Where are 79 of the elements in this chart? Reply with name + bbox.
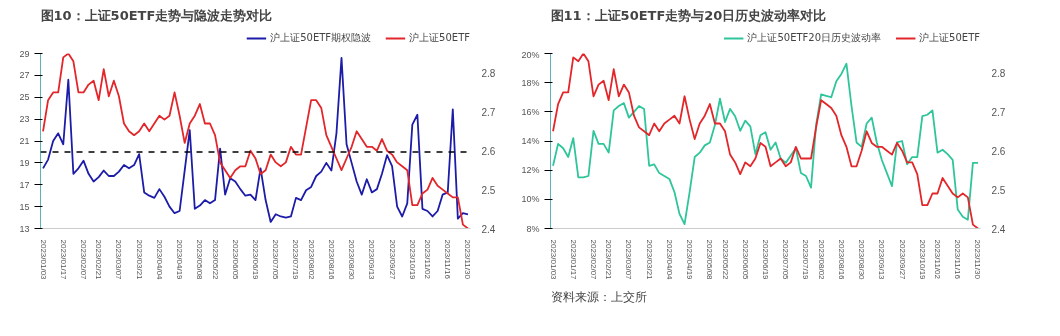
y2-tick-label: 2.6 — [991, 145, 1006, 157]
x-tick-label: 2023/03/07 — [114, 239, 124, 281]
x-tick-label: 2023/07/05 — [781, 239, 791, 281]
x-tick-label: 2023/01/03 — [548, 239, 558, 281]
text: 资料来源：上交所 — [550, 289, 647, 304]
chart-title: 图10：上证50ETF走势与隐波走势对比 — [40, 7, 273, 23]
x-tick-label: 2023/09/13 — [367, 239, 377, 281]
y-tick-label: 15 — [19, 201, 30, 212]
x-tick-label: 2023/03/21 — [134, 239, 144, 281]
x-tick-label: 2023/10/19 — [917, 239, 927, 281]
x-tick-label: 2023/02/21 — [604, 239, 614, 281]
y2-tick-label: 2.4 — [481, 223, 496, 235]
x-tick-label: 2023/09/27 — [897, 239, 907, 281]
x-tick-label: 2023/08/16 — [836, 239, 846, 281]
x-tick-label: 2023/04/19 — [175, 239, 185, 281]
x-tick-label: 2023/01/17 — [58, 239, 68, 281]
x-tick-label: 2023/07/19 — [291, 239, 301, 281]
x-tick-label: 2023/07/19 — [801, 239, 811, 281]
x-tick-label: 2023/11/30 — [973, 239, 983, 280]
y-tick-label: 16% — [521, 106, 540, 117]
y-tick-label: 27 — [19, 70, 30, 81]
x-tick-label: 2023/08/16 — [326, 239, 336, 281]
x-tick-label: 2023/08/02 — [306, 239, 316, 281]
x-tick-label: 2023/07/05 — [271, 239, 281, 281]
y-tick-label: 10% — [521, 194, 540, 205]
y-tick-label: 18% — [521, 77, 540, 88]
x-tick-label: 2023/04/04 — [664, 239, 674, 281]
y-tick-label: 13 — [19, 223, 30, 234]
x-tick-label: 2023/08/02 — [816, 239, 826, 281]
y-tick-label: 25 — [19, 92, 30, 103]
x-tick-label: 2023/11/30 — [463, 239, 473, 280]
x-tick-label: 2023/09/13 — [877, 239, 887, 281]
x-tick-label: 2023/02/07 — [79, 239, 88, 281]
x-tick-label: 2023/05/08 — [195, 239, 205, 281]
y2-tick-label: 2.5 — [991, 184, 1006, 196]
legend-label: 沪上证50ETF20日历史波动率 — [747, 31, 882, 45]
x-tick-label: 2023/01/17 — [568, 239, 578, 281]
x-tick-label: 2023/08/30 — [347, 239, 357, 281]
x-tick-label: 2023/11/02 — [423, 239, 432, 280]
x-tick-label: 2023/04/19 — [685, 239, 695, 281]
y-tick-label: 12% — [521, 165, 540, 176]
x-tick-label: 2023/02/21 — [94, 239, 104, 281]
x-tick-label: 2023/03/07 — [624, 239, 634, 281]
y-tick-label: 21 — [19, 136, 30, 146]
x-tick-label: 2023/03/21 — [644, 239, 654, 281]
y2-tick-label: 2.6 — [481, 145, 496, 157]
x-tick-label: 2023/08/30 — [857, 239, 867, 281]
y-tick-label: 14% — [521, 136, 540, 146]
y-tick-label: 19 — [19, 157, 30, 168]
y-tick-label: 23 — [19, 114, 30, 125]
x-tick-label: 2023/05/22 — [720, 239, 730, 281]
y-tick-label: 20% — [521, 49, 540, 60]
x-tick-label: 2023/02/07 — [589, 239, 598, 281]
x-tick-label: 2023/11/16 — [953, 239, 963, 280]
legend-label: 沪上证50ETF期权隐波 — [270, 31, 372, 45]
y2-tick-label: 2.5 — [481, 184, 496, 196]
x-tick-label: 2023/06/19 — [761, 239, 770, 281]
x-tick-label: 2023/06/05 — [740, 239, 750, 281]
y2-tick-label: 2.8 — [991, 67, 1006, 79]
x-tick-label: 2023/01/03 — [38, 239, 48, 281]
y2-tick-label: 2.7 — [991, 106, 1006, 118]
x-tick-label: 2023/06/19 — [251, 239, 260, 281]
x-tick-label: 2023/06/05 — [230, 239, 240, 281]
y2-tick-label: 2.4 — [991, 223, 1006, 235]
y2-tick-label: 2.8 — [481, 67, 496, 79]
y2-tick-label: 2.7 — [481, 106, 496, 118]
y-tick-label: 17 — [19, 179, 30, 190]
x-tick-label: 2023/11/16 — [443, 239, 453, 280]
legend-label: 沪上证50ETF — [919, 31, 980, 45]
x-tick-label: 2023/05/22 — [210, 239, 220, 281]
x-tick-label: 2023/05/08 — [705, 239, 715, 281]
y-tick-label: 8% — [526, 223, 540, 234]
x-tick-label: 2023/04/04 — [154, 239, 164, 281]
x-tick-label: 2023/10/19 — [407, 239, 417, 281]
legend-label: 沪上证50ETF — [409, 31, 470, 45]
y-tick-label: 29 — [19, 48, 30, 59]
x-tick-label: 2023/11/02 — [933, 239, 942, 280]
x-tick-label: 2023/09/27 — [387, 239, 397, 281]
chart-title: 图11：上证50ETF走势与20日历史波动率对比 — [550, 7, 827, 23]
